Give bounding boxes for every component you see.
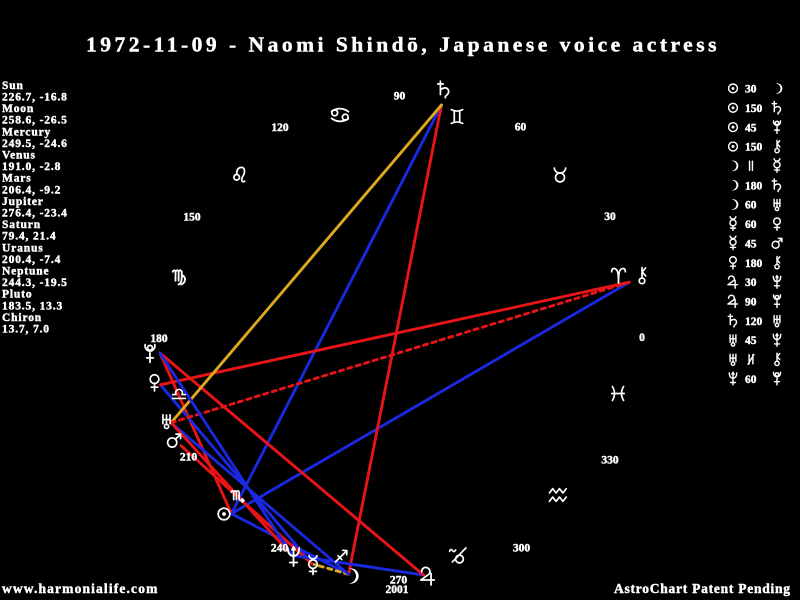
svg-text:Pluto: Pluto: [2, 289, 32, 301]
svg-text:180: 180: [745, 258, 763, 270]
svg-text:Jupiter: Jupiter: [2, 196, 44, 208]
svg-text:60: 60: [745, 219, 757, 231]
svg-text:60: 60: [515, 122, 527, 134]
svg-text:45: 45: [745, 238, 757, 250]
svg-text:2001: 2001: [386, 584, 409, 596]
svg-text:120: 120: [745, 316, 763, 328]
svg-text:Moon: Moon: [2, 103, 34, 115]
svg-text:244.3, -19.5: 244.3, -19.5: [2, 277, 68, 289]
svg-text:240: 240: [271, 543, 289, 555]
svg-text:Mercury: Mercury: [2, 126, 51, 138]
svg-text:60: 60: [745, 374, 757, 386]
svg-text:30: 30: [745, 277, 757, 289]
svg-text:60: 60: [745, 200, 757, 212]
svg-text:90: 90: [394, 91, 406, 103]
svg-text:30: 30: [604, 211, 616, 223]
svg-text:www.harmonialife.com: www.harmonialife.com: [2, 581, 158, 596]
svg-text:Uranus: Uranus: [2, 242, 44, 254]
svg-text:300: 300: [513, 543, 531, 555]
svg-text:Venus: Venus: [2, 150, 36, 162]
svg-text:150: 150: [745, 142, 763, 154]
svg-text:226.7, -16.8: 226.7, -16.8: [2, 92, 68, 104]
svg-text:Chiron: Chiron: [2, 312, 42, 324]
svg-text:90: 90: [745, 296, 757, 308]
svg-text:45: 45: [745, 122, 757, 134]
svg-text:206.4, -9.2: 206.4, -9.2: [2, 184, 61, 196]
svg-text:200.4, -7.4: 200.4, -7.4: [2, 254, 61, 266]
svg-text:Sun: Sun: [2, 80, 24, 92]
svg-text:45: 45: [745, 335, 757, 347]
svg-text:13.7, 7.0: 13.7, 7.0: [2, 324, 50, 336]
svg-text:258.6, -26.5: 258.6, -26.5: [2, 115, 68, 127]
svg-text:0: 0: [639, 332, 645, 344]
svg-text:270: 270: [390, 575, 408, 587]
svg-text:210: 210: [180, 452, 198, 464]
svg-text:Saturn: Saturn: [2, 219, 41, 231]
svg-text:249.5, -24.6: 249.5, -24.6: [2, 138, 68, 150]
svg-text:30: 30: [745, 84, 757, 96]
svg-text:1972-11-09 - Naomi Shindō, Jap: 1972-11-09 - Naomi Shindō, Japanese voic…: [86, 33, 720, 57]
svg-text:276.4, -23.4: 276.4, -23.4: [2, 208, 68, 220]
svg-text:Mars: Mars: [2, 173, 32, 185]
svg-text:79.4, 21.4: 79.4, 21.4: [2, 231, 57, 243]
svg-text:330: 330: [601, 455, 619, 467]
svg-text:Neptune: Neptune: [2, 266, 49, 278]
svg-text:150: 150: [745, 103, 763, 115]
svg-text:180: 180: [150, 333, 168, 345]
svg-text:183.5, 13.3: 183.5, 13.3: [2, 300, 63, 312]
svg-text:AstroChart Patent Pending: AstroChart Patent Pending: [614, 581, 791, 596]
svg-text:120: 120: [271, 122, 289, 134]
svg-text:180: 180: [745, 180, 763, 192]
svg-text:150: 150: [183, 212, 201, 224]
svg-text:191.0, -2.8: 191.0, -2.8: [2, 161, 61, 173]
